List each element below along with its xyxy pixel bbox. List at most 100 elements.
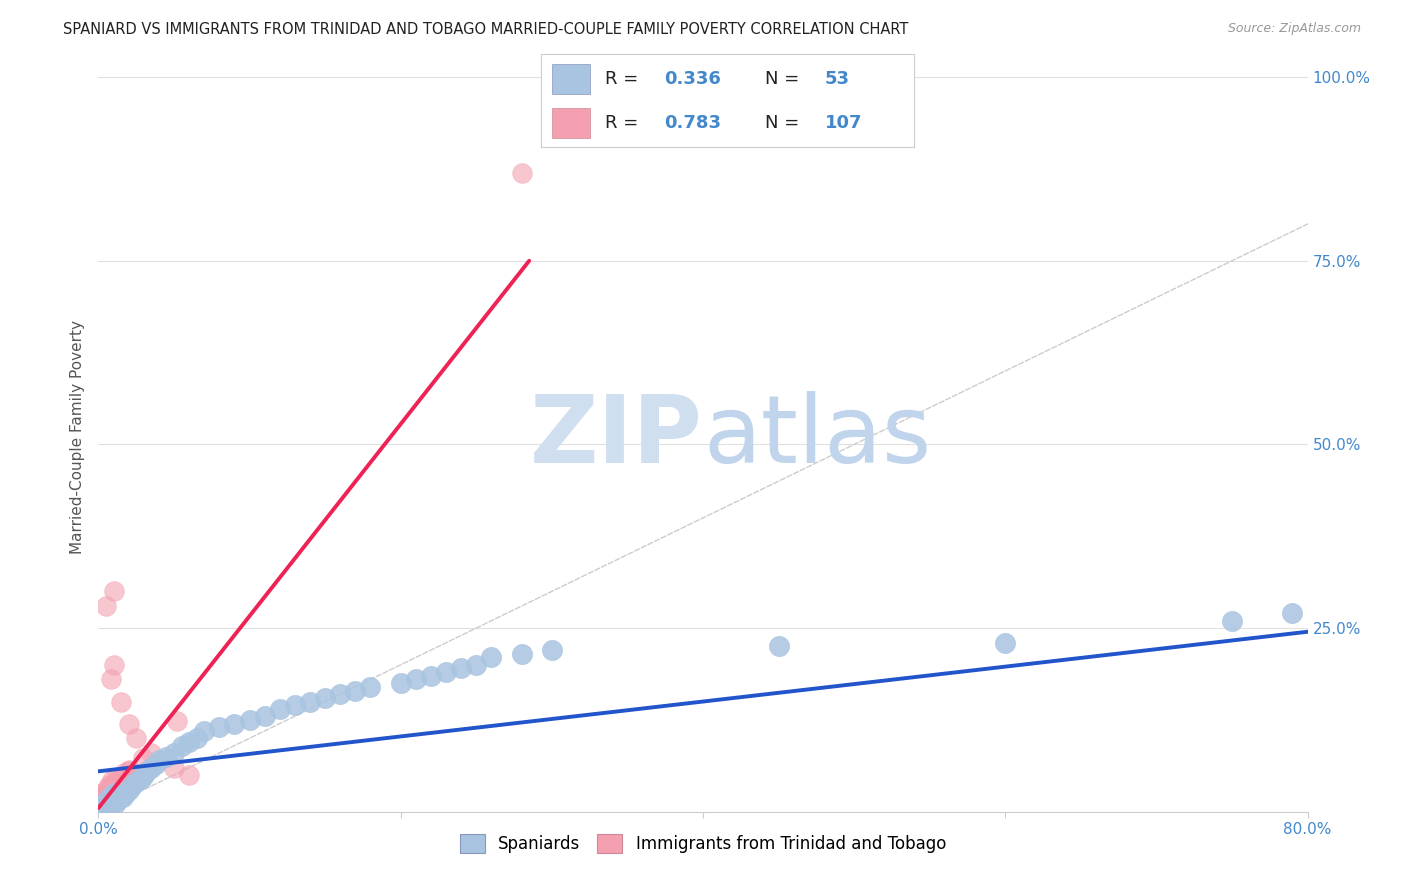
Point: [94, 790, 117, 805]
Point: [117, 764, 139, 778]
Point: [89, 805, 111, 819]
Point: [101, 790, 124, 805]
Text: R =: R =: [605, 114, 644, 132]
Point: [91, 798, 114, 813]
Point: [111, 790, 134, 805]
Point: [994, 636, 1017, 650]
Point: [98, 779, 121, 793]
Point: [118, 778, 141, 792]
Point: [163, 746, 186, 760]
Point: [434, 665, 457, 680]
Point: [100, 773, 122, 788]
Point: [118, 782, 141, 797]
Point: [108, 791, 131, 805]
Point: [93, 805, 115, 819]
Point: [97, 796, 120, 810]
Point: [170, 739, 193, 753]
Point: [299, 694, 322, 708]
Point: [100, 795, 122, 809]
Point: [104, 772, 127, 786]
Point: [94, 796, 117, 810]
Point: [166, 714, 188, 728]
FancyBboxPatch shape: [553, 108, 589, 138]
Text: 107: 107: [824, 114, 862, 132]
Point: [239, 713, 262, 727]
Point: [100, 673, 122, 687]
Point: [90, 787, 112, 801]
Point: [89, 791, 111, 805]
Point: [89, 805, 111, 819]
Point: [90, 796, 112, 810]
Point: [118, 763, 141, 777]
Point: [89, 802, 111, 816]
Text: Source: ZipAtlas.com: Source: ZipAtlas.com: [1227, 22, 1361, 36]
Text: atlas: atlas: [703, 391, 931, 483]
Point: [97, 785, 120, 799]
Point: [540, 643, 562, 657]
Point: [163, 761, 186, 775]
Point: [89, 805, 111, 819]
Point: [93, 804, 115, 818]
Text: N =: N =: [765, 114, 804, 132]
Point: [208, 720, 231, 734]
Point: [510, 647, 533, 661]
Point: [93, 796, 115, 810]
Point: [91, 799, 114, 814]
Point: [405, 673, 427, 687]
Point: [141, 746, 163, 760]
Point: [121, 779, 143, 793]
Point: [91, 805, 114, 819]
Point: [91, 798, 114, 813]
Point: [768, 640, 790, 654]
Point: [94, 805, 117, 819]
Point: [90, 805, 112, 819]
Point: [1220, 614, 1243, 628]
Point: [96, 786, 118, 800]
Point: [97, 790, 120, 805]
Point: [125, 775, 148, 789]
Point: [186, 731, 208, 746]
Point: [135, 764, 157, 779]
Point: [98, 791, 121, 805]
Point: [420, 669, 443, 683]
Point: [110, 694, 132, 708]
Point: [96, 794, 118, 808]
Point: [253, 709, 276, 723]
Point: [100, 786, 122, 800]
Point: [90, 802, 112, 816]
Point: [93, 798, 115, 813]
Point: [284, 698, 307, 713]
Point: [87, 805, 110, 819]
Point: [93, 795, 115, 809]
Text: 53: 53: [824, 70, 849, 87]
Point: [91, 798, 114, 813]
Point: [105, 778, 128, 792]
Text: N =: N =: [765, 70, 804, 87]
Point: [389, 676, 412, 690]
Point: [360, 680, 382, 694]
Point: [94, 798, 117, 813]
Point: [1281, 607, 1303, 621]
Point: [87, 805, 110, 819]
Point: [94, 799, 117, 814]
Point: [98, 790, 121, 805]
Point: [125, 731, 148, 746]
Point: [103, 786, 125, 800]
Point: [91, 805, 114, 819]
Point: [98, 801, 121, 815]
Point: [100, 795, 122, 809]
Point: [97, 779, 120, 793]
Point: [90, 801, 112, 815]
Text: R =: R =: [605, 70, 644, 87]
Point: [103, 584, 125, 599]
Text: SPANIARD VS IMMIGRANTS FROM TRINIDAD AND TOBAGO MARRIED-COUPLE FAMILY POVERTY CO: SPANIARD VS IMMIGRANTS FROM TRINIDAD AND…: [63, 22, 908, 37]
Point: [87, 805, 110, 819]
Point: [101, 789, 124, 803]
Point: [91, 797, 114, 811]
Point: [105, 782, 128, 797]
Point: [90, 801, 112, 815]
Point: [94, 791, 117, 805]
Point: [87, 798, 110, 813]
Point: [344, 683, 367, 698]
Point: [87, 797, 110, 812]
